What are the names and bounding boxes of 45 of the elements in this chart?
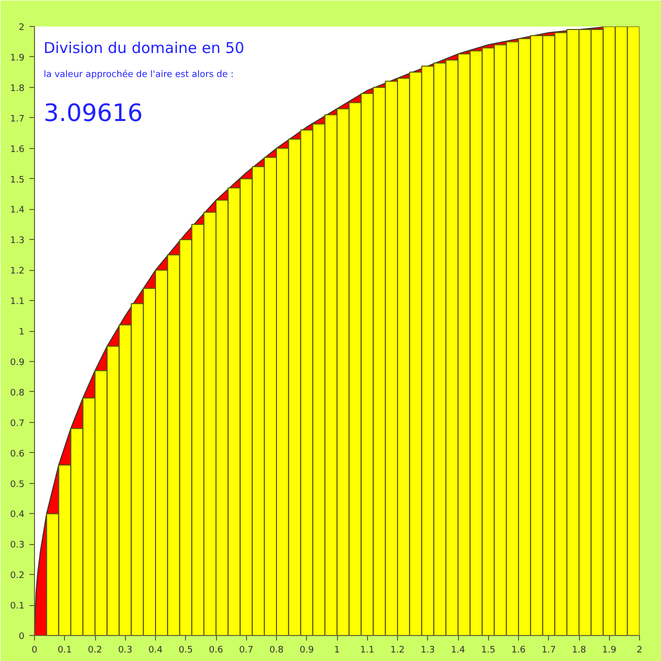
y-tick-label: 1.6 [10,144,25,155]
y-tick-label: 0.2 [10,571,25,582]
x-tick-label: 1 [334,646,340,656]
y-tick-label: 0.7 [10,418,25,429]
x-tick-label: 0.7 [239,646,254,656]
x-tick-label: 1.5 [481,646,496,656]
y-tick-label: 2 [18,23,25,33]
x-tick-label: 1.3 [420,646,435,656]
x-tick-label: 0.6 [208,646,224,656]
y-tick-label: 1.5 [10,175,25,186]
y-tick-label: 0.5 [10,480,25,490]
annotation: la valeur approchée de l'aire est alors de : [44,69,234,80]
y-tick-label: 1.4 [10,206,25,216]
x-tick-label: 0.4 [148,646,163,656]
y-tick-label: 1.3 [10,236,25,246]
y-tick-label: 0.1 [10,602,25,612]
y-tick-label: 0.3 [10,540,25,551]
annotation: 3.09616 [44,98,143,127]
x-tick-label: 1.9 [602,646,617,656]
x-tick-label: 1.2 [390,646,405,656]
x-tick-label: 2 [636,646,642,656]
x-tick-label: 0.9 [300,646,314,656]
annotation: Division du domaine en 50 [44,38,244,57]
x-tick-label: 1.8 [572,646,586,656]
x-tick-label: 0.3 [118,646,132,656]
y-tick-label: 0 [18,632,25,642]
y-tick-label: 0.6 [10,449,25,460]
x-tick-label: 0.8 [269,646,284,656]
y-tick-label: 0.8 [10,388,25,398]
x-tick-label: 0 [32,646,38,656]
x-tick-label: 1.6 [511,646,526,656]
y-tick-label: 1.2 [10,266,25,277]
y-tick-label: 1.8 [10,84,25,94]
y-tick-label: 0.9 [10,358,25,368]
x-tick-label: 1.4 [450,646,466,656]
x-tick-label: 0.2 [88,646,102,656]
y-tick-label: 1.9 [10,53,25,64]
y-tick-label: 1.1 [10,297,25,308]
x-tick-label: 1.1 [360,646,374,656]
x-tick-label: 0.1 [58,646,72,656]
y-tick-label: 1 [18,328,25,338]
y-tick-label: 1.7 [10,114,25,124]
x-tick-label: 0.5 [178,646,193,656]
x-tick-label: 1.7 [542,646,556,656]
y-tick-label: 0.4 [10,510,25,520]
